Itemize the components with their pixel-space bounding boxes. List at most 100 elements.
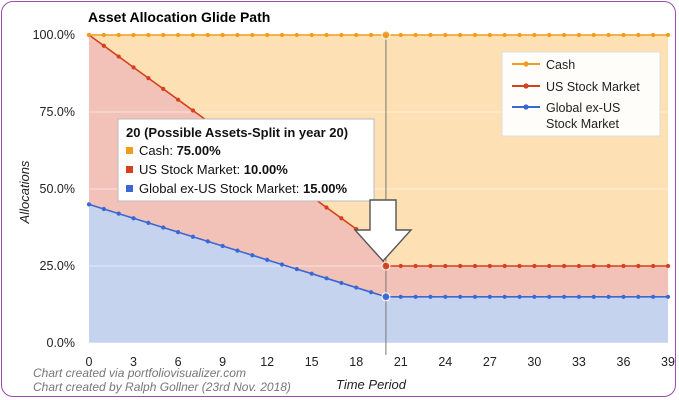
point-us-stock-market[interactable]: [547, 263, 552, 269]
point-global-ex-us-stock-market[interactable]: [472, 294, 478, 299]
point-cash[interactable]: [487, 32, 492, 38]
point-cash[interactable]: [561, 32, 567, 38]
point-cash[interactable]: [576, 32, 582, 38]
point-global-ex-us-stock-market[interactable]: [561, 294, 567, 299]
point-us-stock-market[interactable]: [190, 108, 196, 113]
point-cash[interactable]: [250, 32, 255, 38]
point-us-stock-market[interactable]: [665, 263, 671, 269]
point-global-ex-us-stock-market[interactable]: [309, 271, 314, 276]
point-us-stock-market[interactable]: [324, 205, 329, 210]
point-cash[interactable]: [532, 32, 537, 38]
point-cash[interactable]: [651, 32, 656, 38]
point-global-ex-us-stock-market[interactable]: [354, 285, 359, 290]
point-cash[interactable]: [606, 32, 611, 38]
point-cash[interactable]: [443, 32, 448, 38]
point-global-ex-us-stock-market[interactable]: [428, 294, 433, 299]
point-us-stock-market[interactable]: [131, 65, 136, 70]
point-cash[interactable]: [205, 32, 210, 38]
point-global-ex-us-stock-market[interactable]: [487, 294, 492, 299]
point-global-ex-us-stock-market[interactable]: [339, 280, 344, 286]
point-us-stock-market[interactable]: [116, 54, 121, 59]
point-cash[interactable]: [146, 32, 151, 38]
point-global-ex-us-stock-market[interactable]: [279, 262, 285, 267]
point-us-stock-market[interactable]: [591, 263, 596, 269]
point-us-stock-market[interactable]: [413, 263, 418, 269]
point-us-stock-market[interactable]: [428, 263, 433, 269]
point-cash[interactable]: [265, 32, 270, 38]
point-cash[interactable]: [398, 32, 403, 38]
point-us-stock-market[interactable]: [146, 76, 151, 81]
point-us-stock-market[interactable]: [636, 263, 641, 269]
point-cash[interactable]: [547, 32, 552, 38]
point-global-ex-us-stock-market[interactable]: [591, 294, 596, 299]
point-cash[interactable]: [131, 32, 136, 38]
point-cash[interactable]: [502, 32, 507, 38]
point-cash[interactable]: [413, 32, 418, 38]
point-cash[interactable]: [101, 32, 106, 38]
point-global-ex-us-stock-market[interactable]: [131, 216, 136, 221]
point-global-ex-us-stock-market[interactable]: [250, 253, 255, 258]
point-cash[interactable]: [190, 32, 196, 38]
point-cash[interactable]: [458, 32, 463, 38]
point-global-ex-us-stock-market[interactable]: [502, 294, 507, 299]
point-global-ex-us-stock-market[interactable]: [101, 206, 106, 212]
point-us-stock-market[interactable]: [576, 263, 582, 269]
point-global-ex-us-stock-market[interactable]: [205, 239, 210, 244]
point-global-ex-us-stock-market[interactable]: [161, 225, 166, 230]
point-us-stock-market[interactable]: [502, 263, 507, 269]
point-cash[interactable]: [309, 32, 314, 38]
point-global-ex-us-stock-market[interactable]: [368, 290, 374, 295]
point-global-ex-us-stock-market[interactable]: [532, 294, 537, 299]
point-cash[interactable]: [665, 32, 671, 38]
point-us-stock-market[interactable]: [472, 263, 478, 269]
point-us-stock-market[interactable]: [443, 263, 448, 269]
point-global-ex-us-stock-market[interactable]: [576, 294, 582, 299]
point-global-ex-us-stock-market[interactable]: [146, 220, 151, 225]
point-us-stock-market[interactable]: [621, 263, 626, 269]
point-global-ex-us-stock-market[interactable]: [606, 294, 611, 299]
point-global-ex-us-stock-market[interactable]: [413, 294, 418, 299]
point-cash[interactable]: [517, 32, 522, 38]
point-us-stock-market[interactable]: [517, 263, 522, 269]
point-global-ex-us-stock-market[interactable]: [324, 276, 329, 281]
point-global-ex-us-stock-market[interactable]: [294, 266, 299, 272]
point-global-ex-us-stock-market[interactable]: [220, 243, 225, 249]
point-cash[interactable]: [354, 32, 359, 38]
point-global-ex-us-stock-market[interactable]: [636, 294, 641, 299]
point-global-ex-us-stock-market[interactable]: [443, 294, 448, 299]
point-global-ex-us-stock-market[interactable]: [621, 294, 626, 299]
point-us-stock-market[interactable]: [175, 97, 181, 102]
point-global-ex-us-stock-market[interactable]: [398, 294, 403, 299]
point-cash[interactable]: [368, 32, 374, 38]
point-cash[interactable]: [116, 32, 121, 38]
point-global-ex-us-stock-market[interactable]: [175, 230, 181, 235]
point-global-ex-us-stock-market[interactable]: [86, 202, 92, 207]
point-us-stock-market[interactable]: [398, 263, 403, 269]
point-us-stock-market[interactable]: [458, 263, 463, 269]
point-cash[interactable]: [86, 32, 92, 38]
point-us-stock-market[interactable]: [532, 263, 537, 269]
point-us-stock-market[interactable]: [161, 86, 166, 91]
point-global-ex-us-stock-market[interactable]: [116, 211, 121, 216]
point-cash[interactable]: [636, 32, 641, 38]
point-us-stock-market[interactable]: [487, 263, 492, 269]
point-cash[interactable]: [621, 32, 626, 38]
point-cash[interactable]: [428, 32, 433, 38]
point-us-stock-market[interactable]: [561, 263, 567, 269]
point-cash[interactable]: [220, 32, 225, 38]
point-cash[interactable]: [591, 32, 596, 38]
point-cash[interactable]: [294, 32, 299, 38]
point-global-ex-us-stock-market[interactable]: [265, 257, 270, 262]
point-global-ex-us-stock-market[interactable]: [458, 294, 463, 299]
point-cash[interactable]: [235, 32, 240, 38]
point-global-ex-us-stock-market[interactable]: [547, 294, 552, 299]
point-us-stock-market[interactable]: [651, 263, 656, 269]
point-global-ex-us-stock-market[interactable]: [235, 248, 240, 253]
point-global-ex-us-stock-market[interactable]: [665, 294, 671, 299]
point-cash[interactable]: [161, 32, 166, 38]
point-cash[interactable]: [279, 32, 285, 38]
point-cash[interactable]: [324, 32, 329, 38]
point-us-stock-market[interactable]: [606, 263, 611, 269]
point-cash[interactable]: [339, 32, 344, 38]
point-global-ex-us-stock-market[interactable]: [651, 294, 656, 299]
